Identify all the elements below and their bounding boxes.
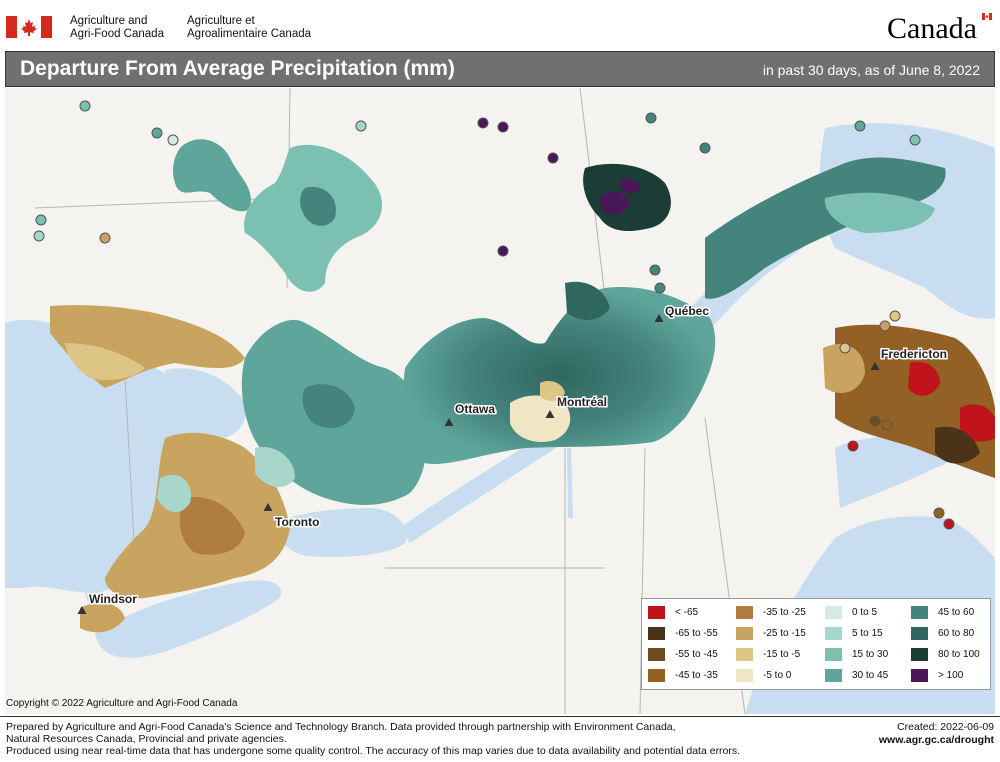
legend-label: -35 to -25 xyxy=(763,607,806,618)
region-saguenay xyxy=(583,163,671,231)
precip-regions xyxy=(50,139,995,633)
org-en-line2: Agri-Food Canada xyxy=(70,28,164,40)
region-ottawa-valley xyxy=(403,287,716,465)
region-sw-ontario-green xyxy=(157,474,191,513)
region-windsor-dry xyxy=(80,602,125,633)
region-ns-red xyxy=(960,404,995,442)
lake-ontario xyxy=(275,508,407,557)
legend-swatch xyxy=(736,669,753,682)
city-labels: Québec Fredericton Ottawa Montréal Toron… xyxy=(88,303,949,608)
region-montreal-tan xyxy=(540,381,565,401)
legend-swatch xyxy=(911,648,928,661)
region-nb-tan xyxy=(823,344,865,393)
region-sw-ontario-mid xyxy=(179,497,245,555)
legend-swatch xyxy=(648,648,665,661)
city-label-ottawa: Ottawa xyxy=(455,402,495,416)
header: Agriculture and Agri-Food Canada Agricul… xyxy=(0,0,1000,50)
website-url[interactable]: www.agr.gc.ca/drought xyxy=(878,734,994,746)
city-icon-quebec xyxy=(654,314,664,322)
legend-swatch xyxy=(825,648,842,661)
org-name-english: Agriculture and Agri-Food Canada xyxy=(70,15,164,41)
legend-swatch xyxy=(648,606,665,619)
station-markers xyxy=(33,100,955,530)
org-fr-line2: Agroalimentaire Canada xyxy=(187,28,312,40)
lake-erie xyxy=(95,580,281,658)
region-central-teal-dark xyxy=(302,384,355,428)
legend: < -65 -65 to -55 -55 to -45 -45 to -35 -35 t… xyxy=(641,598,991,690)
region-central-light xyxy=(255,447,295,488)
legend-label: -45 to -35 xyxy=(675,670,718,681)
legend-label: 45 to 60 xyxy=(938,607,975,618)
city-label-quebec: Québec xyxy=(665,304,709,318)
region-saguenay-purple xyxy=(600,191,630,215)
city-label-toronto: Toronto xyxy=(275,515,319,529)
canada-wordmark-logo: Canada xyxy=(887,12,992,45)
legend-swatch xyxy=(911,606,928,619)
footer-line-3: Produced using near real-time data that … xyxy=(6,745,741,757)
region-gaspe-light xyxy=(824,192,935,233)
city-icon-montreal xyxy=(545,410,555,418)
footer-line-2: Natural Resources Canada, Provincial and… xyxy=(6,733,287,745)
region-lower-st-lawrence xyxy=(705,157,946,299)
georgian-bay xyxy=(165,368,246,439)
lake-champlain xyxy=(567,448,573,518)
legend-swatch xyxy=(736,606,753,619)
legend-label: -25 to -15 xyxy=(763,628,806,639)
legend-label: 5 to 15 xyxy=(852,628,883,639)
legend-label: 15 to 30 xyxy=(852,649,889,660)
region-manitoulin-light xyxy=(65,343,145,380)
city-icon-toronto xyxy=(263,503,273,511)
legend-label: 60 to 80 xyxy=(938,628,975,639)
legend-label: < -65 xyxy=(675,607,699,618)
created-date: Created: 2022-06-09 xyxy=(897,721,994,733)
legend-label: 80 to 100 xyxy=(938,649,980,660)
city-markers xyxy=(77,314,880,614)
map-subtitle: in past 30 days, as of June 8, 2022 xyxy=(762,62,980,78)
region-north-ontario-core xyxy=(300,187,336,226)
legend-label: -55 to -45 xyxy=(675,649,718,660)
city-label-montreal: Montréal xyxy=(557,395,607,409)
legend-label: -5 to 0 xyxy=(763,670,792,681)
region-quebec-dark xyxy=(565,281,610,320)
legend-swatch xyxy=(825,606,842,619)
wordmark-text: Canada xyxy=(887,12,977,45)
city-icon-ottawa xyxy=(444,418,454,426)
title-bar: Departure From Average Precipitation (mm… xyxy=(5,51,995,87)
city-label-windsor: Windsor xyxy=(89,592,137,606)
region-saguenay-purple-2 xyxy=(620,178,640,194)
legend-swatch xyxy=(736,627,753,640)
legend-swatch xyxy=(911,669,928,682)
city-label-fredericton: Fredericton xyxy=(881,347,947,361)
bay-of-fundy xyxy=(835,433,954,508)
footer: Prepared by Agriculture and Agri-Food Ca… xyxy=(0,716,1000,762)
org-en-line1: Agriculture and xyxy=(70,15,148,27)
legend-swatch xyxy=(911,627,928,640)
legend-label: > 100 xyxy=(938,670,964,681)
legend-swatch xyxy=(825,669,842,682)
legend-label: -15 to -5 xyxy=(763,649,801,660)
legend-swatch xyxy=(736,648,753,661)
region-north-ontario-1 xyxy=(173,139,251,212)
city-icon-fredericton xyxy=(870,362,880,370)
lake-st-clair xyxy=(84,587,106,607)
region-ns-dark xyxy=(935,426,980,464)
legend-label: -65 to -55 xyxy=(675,628,718,639)
region-nb-red xyxy=(908,361,940,396)
map-title: Departure From Average Precipitation (mm… xyxy=(20,57,455,80)
legend-swatch xyxy=(648,669,665,682)
legend-label: 30 to 45 xyxy=(852,670,889,681)
region-montreal-light xyxy=(510,395,571,443)
org-name-french: Agriculture et Agroalimentaire Canada xyxy=(187,15,311,41)
legend-swatch xyxy=(648,627,665,640)
city-icon-windsor xyxy=(77,606,87,614)
copyright-text: Copyright © 2022 Agriculture and Agri-Fo… xyxy=(6,698,238,709)
canada-flag-icon xyxy=(6,16,52,38)
legend-swatch xyxy=(825,627,842,640)
footer-line-1: Prepared by Agriculture and Agri-Food Ca… xyxy=(6,721,676,733)
legend-label: 0 to 5 xyxy=(852,607,878,618)
org-fr-line1: Agriculture et xyxy=(187,15,255,27)
